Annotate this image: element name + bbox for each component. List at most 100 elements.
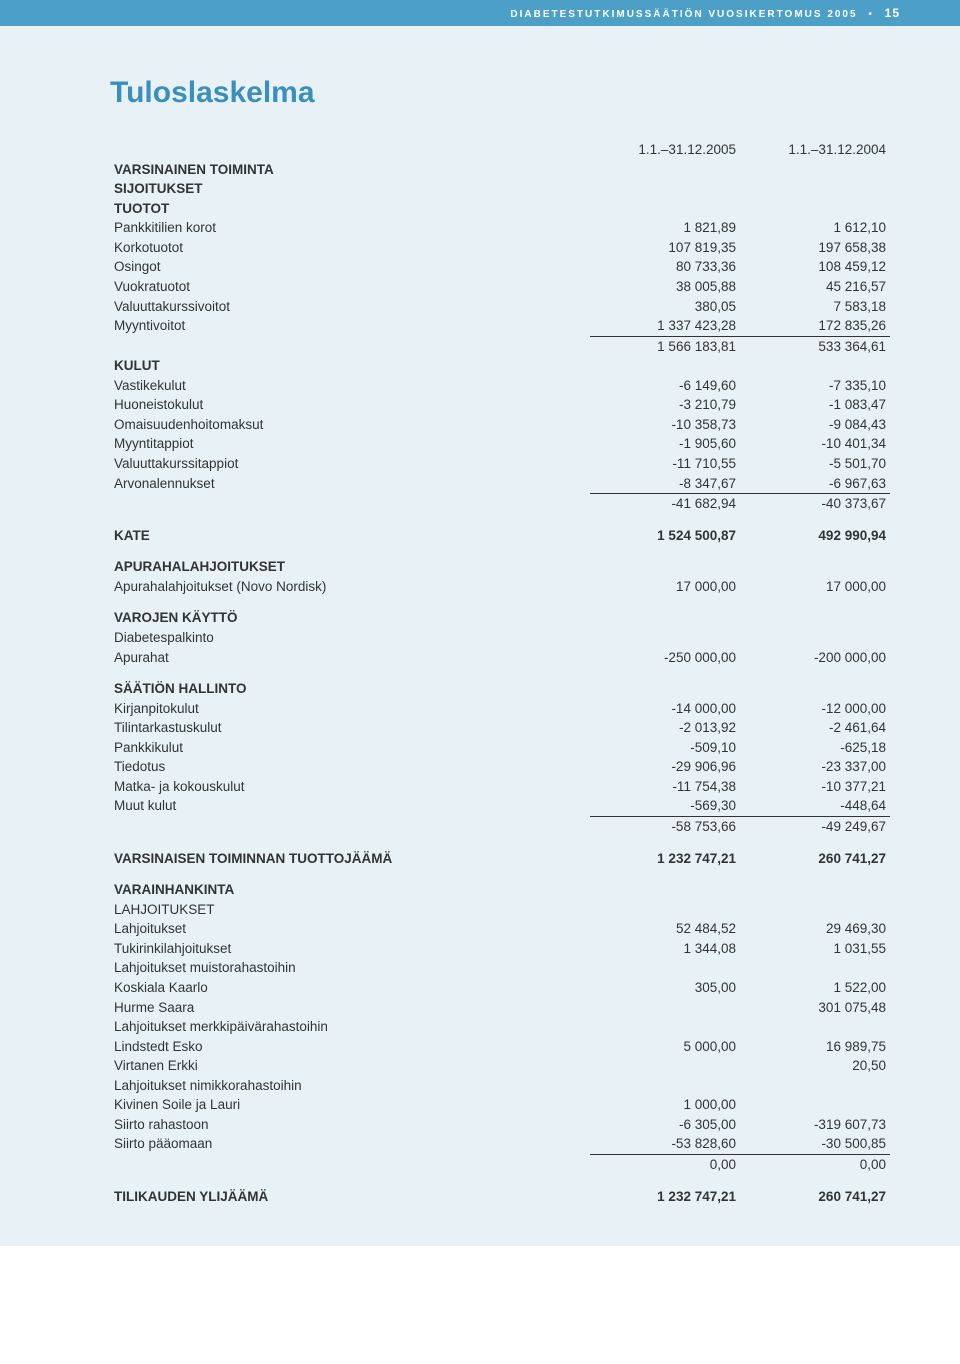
row-val-a: 5 000,00 [590,1037,740,1057]
row-val-a: -250 000,00 [590,648,740,668]
page-header: DIABETESTUTKIMUSSÄÄTIÖN VUOSIKERTOMUS 20… [0,0,960,26]
row-val-a: 17 000,00 [590,577,740,597]
row-val-b: 172 835,26 [740,316,890,336]
row-val-b: -200 000,00 [740,648,890,668]
row-val-a: -29 906,96 [590,757,740,777]
header-page-number: 15 [885,6,900,20]
row-label: Tilintarkastuskulut [110,718,590,738]
row-label: Lahjoitukset [110,919,590,939]
row-val-b: -319 607,73 [740,1115,890,1135]
kate-a: 1 524 500,87 [590,526,740,546]
row-val-b: -625,18 [740,738,890,758]
section-kulut: KULUT [110,356,590,376]
row-val-b: -5 501,70 [740,454,890,474]
row-label: Tiedotus [110,757,590,777]
row-label: Myyntitappiot [110,434,590,454]
row-val-b: -23 337,00 [740,757,890,777]
row-val-a: 107 819,35 [590,238,740,258]
varain-sum-a: 0,00 [590,1155,740,1175]
row-label: Matka- ja kokouskulut [110,777,590,797]
section-lahjoitukset: LAHJOITUKSET [110,900,590,920]
row-label: Kirjanpitokulut [110,699,590,719]
row-val-b: 108 459,12 [740,257,890,277]
page-title: Tuloslaskelma [110,76,890,110]
row-val-a: -569,30 [590,796,740,816]
kate-label: KATE [110,526,590,546]
row-val-b: -7 335,10 [740,376,890,396]
row-val-b: 301 075,48 [740,998,890,1018]
row-val-a: 380,05 [590,297,740,317]
row-label: Lindstedt Esko [110,1037,590,1057]
page-body: Tuloslaskelma 1.1.–31.12.2005 1.1.–31.12… [0,26,960,1246]
tuotot-sum-b: 533 364,61 [740,336,890,356]
section-apurahalahjoitukset: APURAHALAHJOITUKSET [110,557,590,577]
row-val-a: 80 733,36 [590,257,740,277]
header-bullet: • [868,9,874,20]
varain-sum-b: 0,00 [740,1155,890,1175]
section-tuotot: TUOTOT [110,199,590,219]
row-label: Apurahalahjoitukset (Novo Nordisk) [110,577,590,597]
row-label: Koskiala Kaarlo [110,978,590,998]
row-val-a: 305,00 [590,978,740,998]
row-val-b: -2 461,64 [740,718,890,738]
section-varsinainen: VARSINAINEN TOIMINTA [110,160,590,180]
row-val-a: -14 000,00 [590,699,740,719]
row-label: Siirto rahastoon [110,1115,590,1135]
tuotot-sum-a: 1 566 183,81 [590,336,740,356]
row-label: Omaisuudenhoitomaksut [110,415,590,435]
col-header-2005: 1.1.–31.12.2005 [590,140,740,160]
header-text: DIABETESTUTKIMUSSÄÄTIÖN VUOSIKERTOMUS 20… [510,9,857,20]
section-saation-hallinto: SÄÄTIÖN HALLINTO [110,679,590,699]
row-label: Apurahat [110,648,590,668]
row-val-a: -8 347,67 [590,474,740,494]
row-label: Vuokratuotot [110,277,590,297]
row-label: Huoneistokulut [110,395,590,415]
row-val-b: -10 377,21 [740,777,890,797]
row-label: Kivinen Soile ja Lauri [110,1095,590,1115]
row-val-a: 1 000,00 [590,1095,740,1115]
row-label: Korkotuotot [110,238,590,258]
row-val-a: 52 484,52 [590,919,740,939]
section-varojen-kaytto: VAROJEN KÄYTTÖ [110,608,590,628]
row-label: Pankkitilien korot [110,218,590,238]
row-label: Pankkikulut [110,738,590,758]
hallinto-sum-b: -49 249,67 [740,817,890,837]
row-val-b: -448,64 [740,796,890,816]
row-val-a: 1 344,08 [590,939,740,959]
row-val-b: -1 083,47 [740,395,890,415]
row-val-a: 38 005,88 [590,277,740,297]
row-val-a: -2 013,92 [590,718,740,738]
row-label: Muut kulut [110,796,590,816]
row-val-b: 16 989,75 [740,1037,890,1057]
row-val-a: -509,10 [590,738,740,758]
row-label: Virtanen Erkki [110,1056,590,1076]
vtt-a: 1 232 747,21 [590,849,740,869]
section-sijoitukset: SIJOITUKSET [110,179,590,199]
row-val-a: -3 210,79 [590,395,740,415]
row-label: Lahjoitukset nimikkorahastoihin [110,1076,590,1096]
row-val-a: -11 754,38 [590,777,740,797]
vtt-b: 260 741,27 [740,849,890,869]
row-val-b: 197 658,38 [740,238,890,258]
row-val-a: -53 828,60 [590,1134,740,1154]
kulut-sum-a: -41 682,94 [590,494,740,514]
tilikauden-a: 1 232 747,21 [590,1187,740,1207]
row-val-b: 20,50 [740,1056,890,1076]
row-val-a: -6 305,00 [590,1115,740,1135]
row-val-a: -11 710,55 [590,454,740,474]
row-val-b: 29 469,30 [740,919,890,939]
income-statement-table: 1.1.–31.12.2005 1.1.–31.12.2004 VARSINAI… [110,140,890,1206]
row-val-a: 1 821,89 [590,218,740,238]
row-val-b: -6 967,63 [740,474,890,494]
row-label: Hurme Saara [110,998,590,1018]
row-val-b: 1 031,55 [740,939,890,959]
row-label: Valuuttakurssivoitot [110,297,590,317]
row-label: Lahjoitukset muistorahastoihin [110,958,590,978]
row-label: Valuuttakurssitappiot [110,454,590,474]
row-val-b: 1 612,10 [740,218,890,238]
row-label: Vastikekulut [110,376,590,396]
row-val-b: -9 084,43 [740,415,890,435]
hallinto-sum-a: -58 753,66 [590,817,740,837]
vtt-label: VARSINAISEN TOIMINNAN TUOTTOJÄÄMÄ [110,849,590,869]
kulut-sum-b: -40 373,67 [740,494,890,514]
